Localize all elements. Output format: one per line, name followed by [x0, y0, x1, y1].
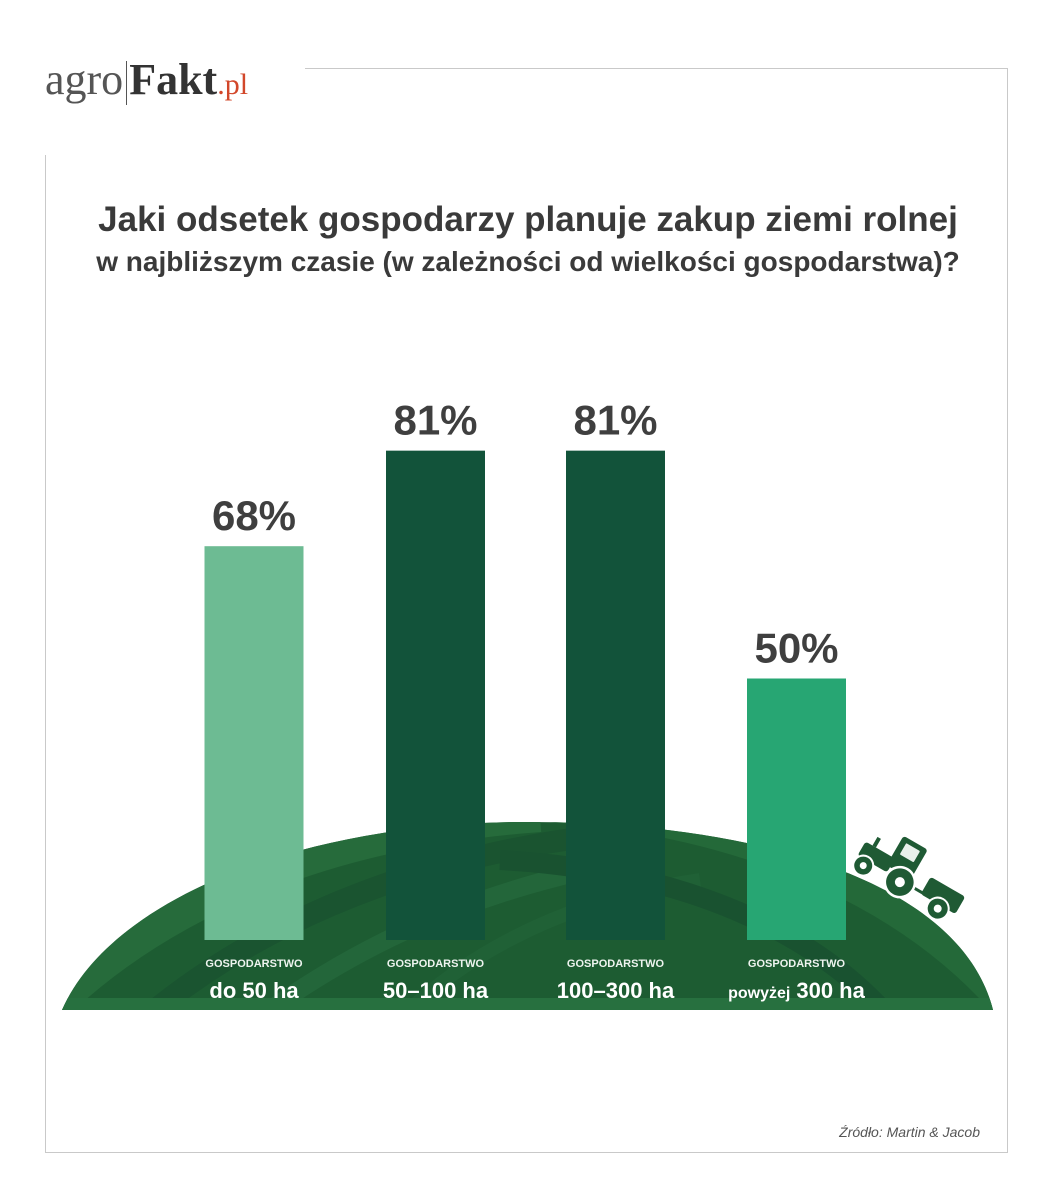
tractor-icon [852, 836, 965, 921]
value-label-2: 81% [393, 397, 477, 444]
frame-line-bottom [45, 1152, 1008, 1153]
bar-2 [386, 450, 485, 940]
frame-line-right [1007, 68, 1008, 1153]
category-range-4: 300 ha [796, 978, 865, 1003]
value-label-4: 50% [754, 625, 838, 672]
category-label-2: 50–100 ha [383, 978, 489, 1003]
bar-4 [747, 678, 846, 940]
logo-divider [126, 61, 128, 105]
logo: agro Fakt.pl [45, 58, 248, 107]
category-label-1: do 50 ha [209, 978, 299, 1003]
bar-1 [204, 546, 304, 940]
category-group-label-2: GOSPODARSTWO [387, 958, 485, 970]
category-labels: GOSPODARSTWO do 50 ha GOSPODARSTWO 50–100 h… [205, 958, 865, 1003]
category-group-label-3: GOSPODARSTWO [567, 958, 665, 970]
logo-domain-text: .pl [217, 68, 249, 101]
logo-agro-text: agro [45, 55, 124, 104]
value-label-3: 81% [573, 397, 657, 444]
bars: 68% 81% 81% 50% [204, 397, 846, 940]
category-range-1: do 50 ha [209, 978, 299, 1003]
frame-line-top [305, 68, 1008, 69]
category-label-3: 100–300 ha [557, 978, 675, 1003]
bar-3 [566, 450, 665, 940]
category-qualifier-4: powyżej [728, 985, 790, 1002]
category-range-3: 100–300 ha [557, 978, 675, 1003]
frame-line-left [45, 155, 46, 1153]
chart-subtitle: w najbliższym czasie (w zależności od wi… [96, 246, 960, 277]
source-note: Źródło: Martin & Jacob [839, 1124, 980, 1140]
category-range-2: 50–100 ha [383, 978, 489, 1003]
hill [62, 822, 993, 1010]
chart-title: Jaki odsetek gospodarzy planuje zakup zi… [98, 200, 958, 239]
logo-fakt-text: Fakt [129, 55, 218, 104]
value-label-1: 68% [212, 492, 296, 539]
category-group-label-1: GOSPODARSTWO [205, 958, 303, 970]
category-label-4: powyżej 300 ha [728, 978, 865, 1003]
category-group-label-4: GOSPODARSTWO [748, 958, 846, 970]
